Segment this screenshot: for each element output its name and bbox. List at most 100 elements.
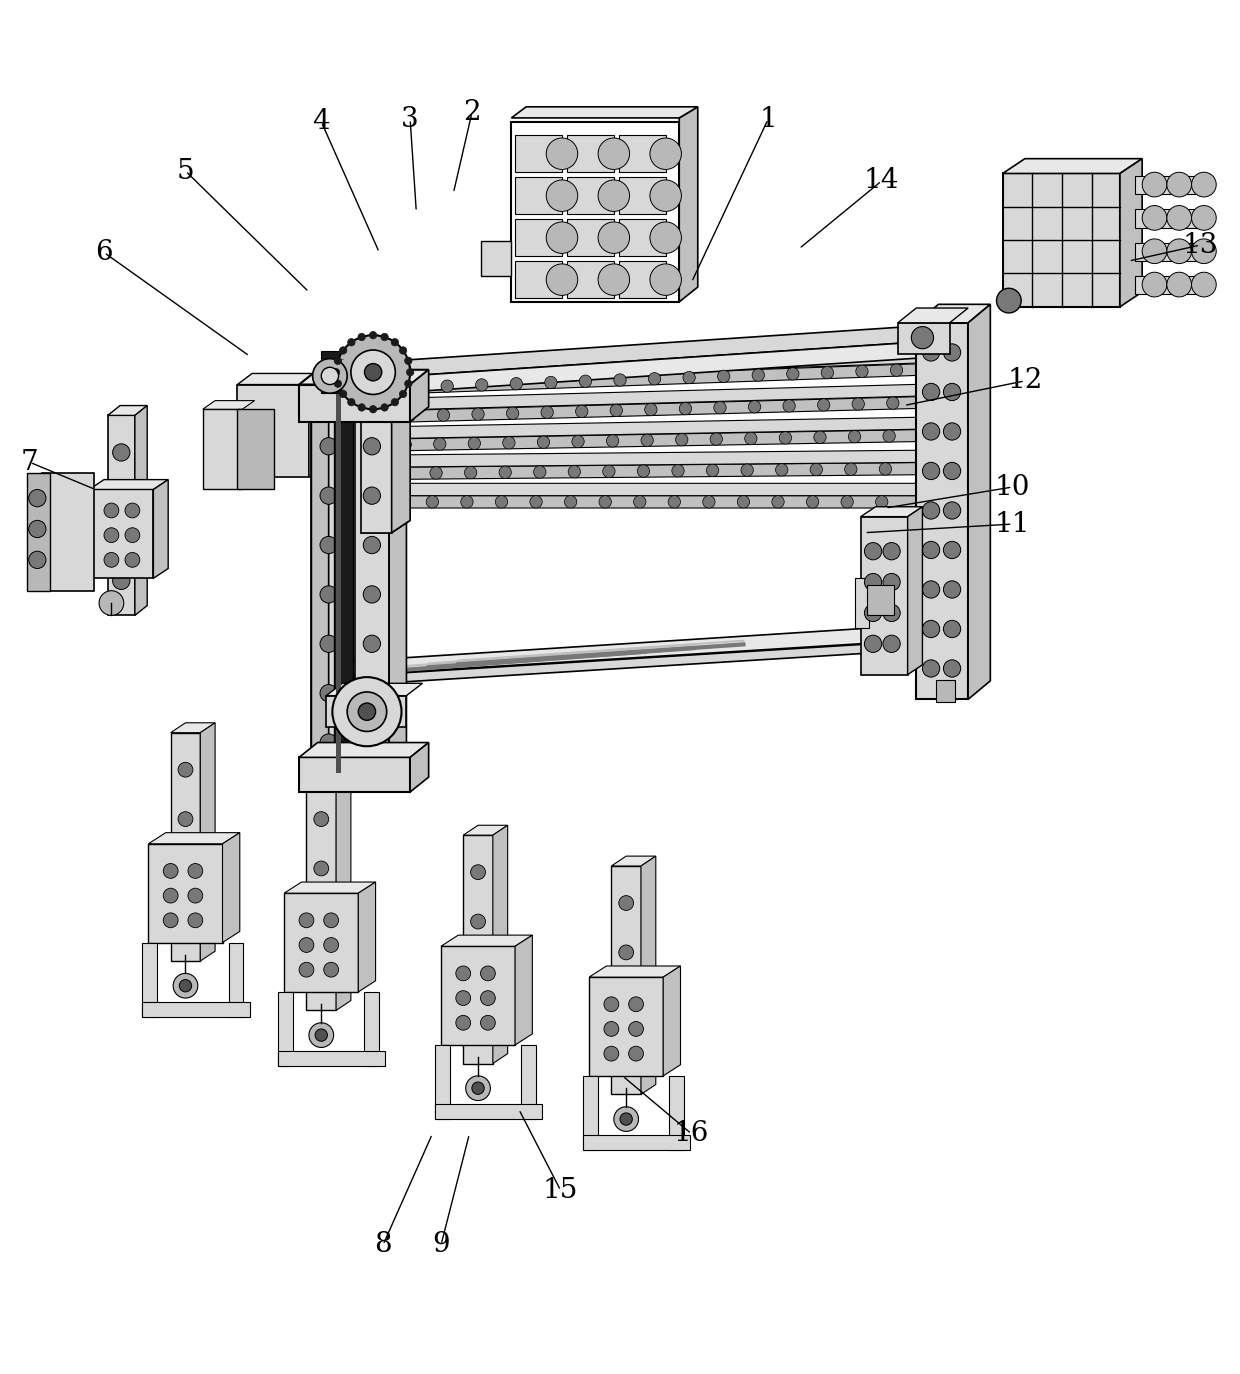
Circle shape [498, 466, 511, 478]
Bar [299, 757, 410, 791]
Bar [89, 489, 154, 578]
Bar [619, 261, 666, 298]
Circle shape [320, 486, 337, 504]
Polygon shape [367, 484, 945, 496]
Circle shape [495, 496, 507, 508]
Polygon shape [968, 304, 991, 699]
Circle shape [164, 863, 179, 878]
Bar [299, 385, 410, 422]
Circle shape [650, 180, 682, 212]
Circle shape [944, 502, 961, 519]
Bar [515, 135, 562, 172]
Bar [583, 1076, 598, 1150]
Circle shape [1142, 239, 1167, 264]
Circle shape [650, 137, 682, 169]
Circle shape [944, 660, 961, 677]
Circle shape [113, 486, 130, 503]
Circle shape [923, 581, 940, 598]
Circle shape [786, 368, 799, 381]
Polygon shape [389, 364, 407, 786]
Circle shape [340, 390, 347, 397]
Circle shape [472, 408, 484, 420]
Polygon shape [284, 882, 376, 893]
Bar [611, 866, 641, 1094]
Bar [441, 947, 515, 1046]
Bar [365, 992, 379, 1066]
Polygon shape [334, 323, 966, 381]
Circle shape [363, 438, 381, 455]
Bar [278, 992, 293, 1066]
Circle shape [314, 812, 329, 827]
Bar [936, 680, 955, 702]
Circle shape [676, 434, 688, 447]
Circle shape [314, 966, 329, 981]
Bar [435, 1105, 542, 1118]
Circle shape [923, 502, 940, 519]
Circle shape [336, 335, 410, 409]
Bar [1003, 173, 1120, 306]
Circle shape [1142, 272, 1167, 297]
Text: 2: 2 [463, 99, 481, 126]
Bar [278, 1051, 386, 1066]
Circle shape [782, 400, 795, 412]
Polygon shape [367, 496, 945, 508]
Circle shape [619, 945, 634, 960]
Polygon shape [611, 856, 656, 866]
Circle shape [407, 368, 414, 376]
Circle shape [347, 338, 355, 346]
Circle shape [620, 1113, 632, 1125]
Circle shape [179, 916, 193, 932]
Circle shape [180, 980, 192, 992]
Bar [321, 352, 343, 393]
Circle shape [637, 464, 650, 477]
Circle shape [324, 912, 339, 927]
Polygon shape [154, 480, 169, 578]
Circle shape [320, 585, 337, 603]
Polygon shape [334, 341, 929, 397]
Bar [515, 261, 562, 298]
Circle shape [164, 912, 179, 927]
Polygon shape [222, 833, 239, 943]
Polygon shape [334, 365, 351, 397]
Circle shape [314, 861, 329, 875]
Polygon shape [358, 882, 376, 992]
Circle shape [738, 496, 750, 508]
Circle shape [456, 1015, 471, 1030]
Circle shape [1192, 239, 1216, 264]
Circle shape [864, 605, 882, 621]
Text: 16: 16 [673, 1120, 709, 1147]
Polygon shape [464, 826, 507, 835]
Circle shape [29, 551, 46, 569]
Circle shape [1167, 206, 1192, 231]
Circle shape [806, 496, 818, 508]
Bar [27, 474, 50, 591]
Circle shape [864, 573, 882, 591]
Circle shape [320, 684, 337, 702]
Polygon shape [371, 462, 949, 480]
Circle shape [629, 998, 644, 1011]
Circle shape [598, 137, 630, 169]
Polygon shape [916, 304, 991, 323]
Circle shape [944, 383, 961, 401]
Circle shape [890, 364, 903, 376]
Circle shape [680, 403, 692, 415]
Circle shape [1192, 172, 1216, 196]
Circle shape [742, 464, 754, 477]
Polygon shape [201, 723, 215, 960]
Bar [171, 732, 201, 960]
Polygon shape [641, 856, 656, 1094]
Circle shape [879, 463, 892, 475]
Bar [237, 385, 309, 477]
Bar [515, 177, 562, 214]
Circle shape [471, 914, 485, 929]
Circle shape [944, 541, 961, 559]
Circle shape [179, 812, 193, 827]
Bar [583, 1135, 691, 1150]
Bar [670, 1076, 684, 1150]
Circle shape [856, 365, 868, 378]
Bar [108, 415, 135, 616]
Circle shape [113, 530, 130, 547]
Circle shape [598, 264, 630, 295]
Circle shape [320, 734, 337, 752]
Polygon shape [663, 966, 681, 1076]
